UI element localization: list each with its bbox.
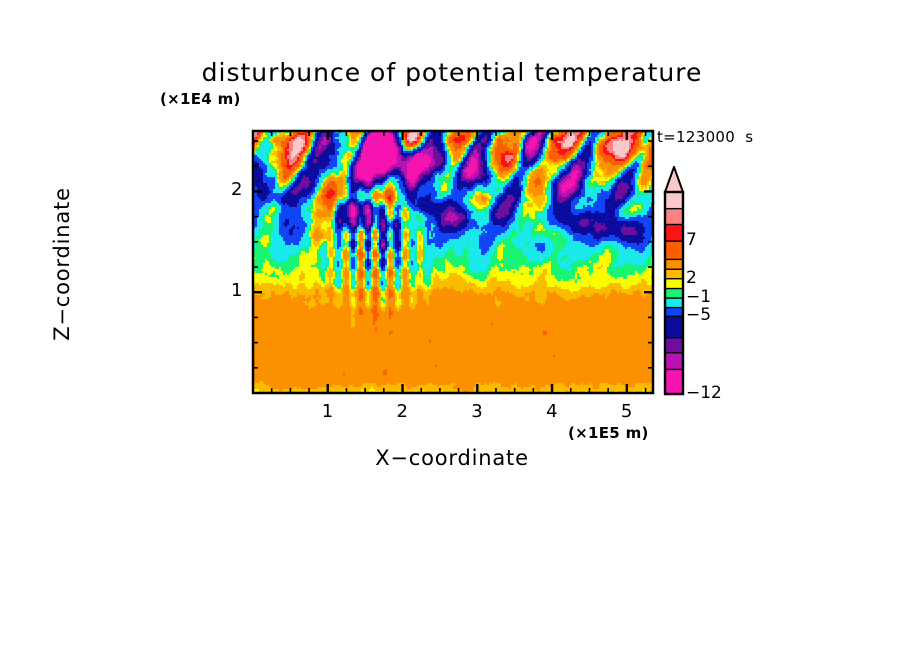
x-tick-label: 5: [620, 401, 633, 422]
x-tick-label: 3: [471, 401, 483, 422]
y-axis-title: Z−coordinate: [50, 187, 74, 341]
x-axis-title: X−coordinate: [375, 446, 529, 470]
contour-plot-area: [253, 131, 653, 393]
chart-title: disturbunce of potential temperature: [201, 58, 703, 87]
timestamp-label: t=123000 s: [657, 128, 754, 146]
y-tick-label: 2: [231, 179, 243, 201]
colorbar-tick-label: 7: [686, 230, 697, 251]
x-axis-units-label: (×1E5 m): [568, 424, 649, 442]
plot-axes: [251, 129, 655, 395]
colorbar-tick-label: −1: [686, 287, 712, 308]
x-tick-label: 4: [546, 401, 558, 422]
x-tick-label: 2: [396, 401, 408, 422]
colorbar-tick-label: −12: [686, 383, 722, 403]
x-tick-label: 1: [321, 401, 334, 422]
colorbar: [663, 166, 685, 396]
colorbar-tick-label: 2: [686, 267, 697, 288]
colorbar-tick-label: −5: [686, 305, 712, 326]
y-axis-units-label: (×1E4 m): [160, 90, 241, 108]
y-tick-label: 1: [231, 280, 243, 302]
